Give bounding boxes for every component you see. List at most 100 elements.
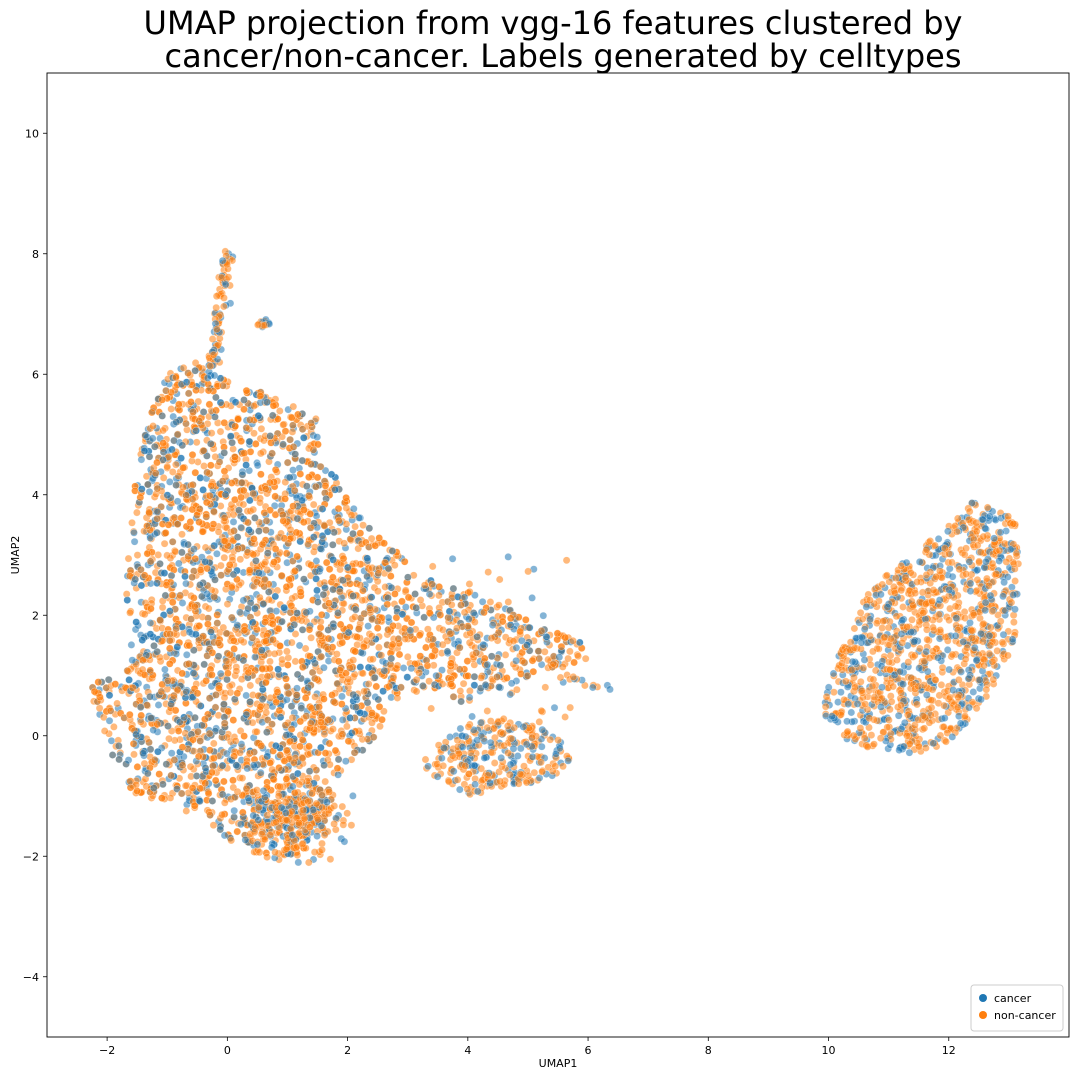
cancer-point: [172, 481, 180, 489]
non-cancer-point: [335, 587, 344, 596]
non-cancer-point: [302, 712, 311, 720]
cancer-point: [528, 752, 537, 761]
non-cancer-point: [175, 400, 183, 409]
cancer-point: [159, 780, 167, 789]
cancer-point: [537, 742, 546, 751]
non-cancer-point: [151, 469, 160, 478]
non-cancer-point: [535, 654, 543, 663]
non-cancer-point: [336, 632, 345, 641]
cancer-point: [355, 514, 363, 522]
non-cancer-point: [209, 520, 218, 529]
non-cancer-point: [244, 668, 253, 677]
non-cancer-point: [205, 491, 214, 500]
non-cancer-point: [212, 406, 220, 415]
cancer-point: [370, 673, 379, 682]
cancer-point: [312, 574, 320, 583]
cancer-point: [363, 554, 372, 563]
non-cancer-point: [220, 467, 229, 476]
non-cancer-point: [317, 652, 326, 661]
non-cancer-point: [225, 682, 234, 691]
cancer-point: [338, 692, 346, 701]
non-cancer-point: [220, 553, 229, 562]
cancer-point: [245, 496, 254, 505]
non-cancer-point: [312, 766, 321, 774]
cancer-point: [473, 787, 482, 796]
non-cancer-point: [349, 656, 358, 665]
non-cancer-point: [286, 608, 295, 617]
cancer-point: [456, 724, 465, 733]
cancer-point: [255, 527, 263, 535]
cancer-point: [128, 656, 137, 665]
non-cancer-point: [523, 671, 532, 680]
cancer-point: [321, 584, 329, 592]
non-cancer-point: [202, 498, 211, 507]
non-cancer-point: [133, 763, 142, 771]
cancer-point: [146, 619, 155, 627]
non-cancer-point: [289, 402, 298, 411]
non-cancer-point: [501, 651, 510, 659]
non-cancer-point: [146, 557, 155, 566]
non-cancer-point: [306, 523, 315, 532]
non-cancer-point: [293, 552, 301, 561]
cancer-point: [127, 641, 136, 649]
cancer-point: [125, 676, 133, 684]
cancer-point: [153, 579, 161, 588]
non-cancer-point: [182, 491, 190, 500]
non-cancer-point: [480, 608, 488, 617]
non-cancer-point: [214, 639, 223, 647]
cancer-point: [969, 688, 978, 696]
non-cancer-point: [208, 671, 216, 679]
cancer-point: [140, 447, 149, 455]
non-cancer-point: [394, 635, 403, 643]
cancer-point: [387, 583, 396, 592]
non-cancer-point: [321, 777, 330, 786]
cancer-point: [182, 650, 191, 659]
non-cancer-point: [265, 595, 273, 604]
cancer-point: [287, 702, 296, 711]
cancer-point: [449, 767, 458, 776]
non-cancer-point: [126, 777, 135, 786]
non-cancer-point: [269, 401, 278, 410]
non-cancer-point: [194, 752, 203, 761]
non-cancer-point: [172, 460, 180, 469]
non-cancer-point: [305, 473, 313, 482]
non-cancer-point: [244, 518, 252, 527]
non-cancer-point: [537, 627, 546, 635]
cancer-point: [305, 767, 314, 776]
cancer-point: [263, 752, 272, 761]
non-cancer-point: [199, 446, 208, 455]
non-cancer-point: [158, 395, 167, 404]
non-cancer-point: [90, 687, 99, 696]
non-cancer-point: [315, 703, 323, 711]
cancer-point: [147, 713, 155, 722]
cancer-point: [263, 728, 271, 737]
cancer-point: [363, 572, 371, 581]
non-cancer-point: [289, 443, 298, 451]
non-cancer-point: [222, 657, 231, 665]
cancer-point: [367, 593, 376, 602]
cancer-point: [486, 738, 495, 747]
non-cancer-point: [397, 683, 405, 692]
non-cancer-point: [184, 389, 193, 398]
cancer-point: [266, 432, 275, 440]
non-cancer-point: [546, 735, 555, 744]
cancer-point: [433, 772, 442, 781]
non-cancer-point: [208, 768, 216, 777]
non-cancer-point: [353, 633, 362, 641]
cancer-point: [244, 604, 252, 613]
non-cancer-point: [315, 630, 324, 639]
non-cancer-point: [133, 508, 141, 517]
non-cancer-point: [296, 470, 305, 478]
cancer-point: [137, 455, 146, 464]
cancer-point: [449, 584, 458, 593]
non-cancer-point: [309, 500, 318, 509]
non-cancer-point: [193, 689, 202, 698]
non-cancer-point: [581, 654, 590, 663]
non-cancer-point: [290, 486, 299, 495]
non-cancer-point: [214, 527, 223, 536]
cancer-point: [160, 569, 169, 577]
non-cancer-point: [258, 665, 267, 673]
cancer-point: [132, 618, 141, 626]
non-cancer-point: [205, 400, 214, 409]
cancer-point: [847, 708, 856, 717]
